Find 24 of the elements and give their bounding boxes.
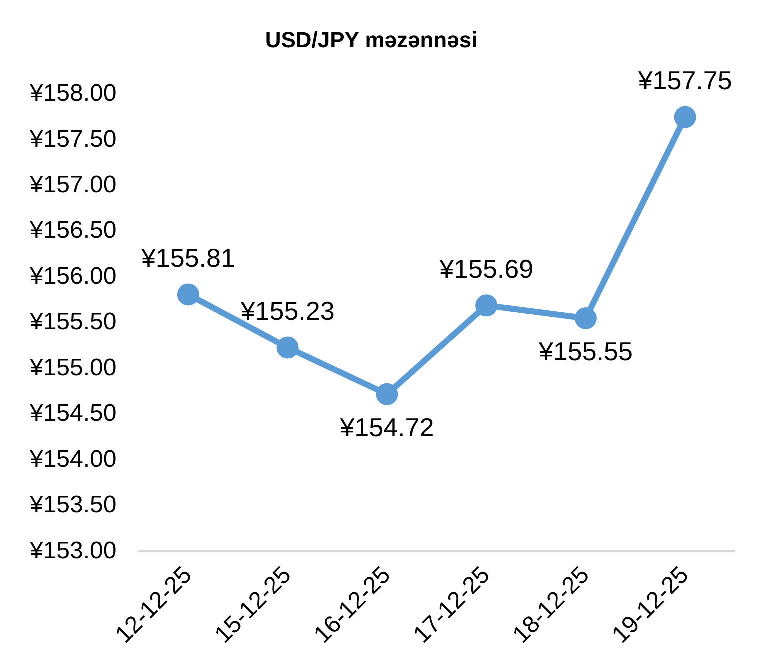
y-tick-label: ¥156.00 [28, 262, 117, 290]
data-label: ¥155.23 [240, 296, 335, 326]
point [674, 106, 696, 128]
y-tick-label: ¥154.00 [28, 446, 117, 473]
chart-title: USD/JPY məzənnəsi [265, 27, 478, 52]
data-label: ¥155.81 [140, 242, 236, 273]
point [276, 336, 299, 359]
y-tick-label: ¥153.00 [28, 537, 117, 564]
y-tick-label: ¥158.00 [28, 80, 117, 108]
point [574, 307, 597, 330]
y-tick-label: ¥153.50 [28, 492, 117, 519]
data-label: ¥157.75 [637, 65, 732, 96]
y-tick-label: ¥156.50 [28, 217, 117, 244]
data-label: ¥154.72 [339, 412, 434, 443]
y-tick-label: ¥155.00 [28, 354, 117, 382]
data-label: ¥155.69 [438, 254, 534, 284]
point [177, 284, 200, 306]
point [476, 294, 498, 317]
point [376, 383, 398, 406]
y-tick-label: ¥157.50 [28, 126, 117, 153]
y-tick-label: ¥155.50 [28, 308, 117, 336]
y-tick-label: ¥157.00 [28, 171, 117, 198]
data-label: ¥155.55 [538, 336, 633, 367]
y-tick-label: ¥154.50 [28, 400, 117, 428]
